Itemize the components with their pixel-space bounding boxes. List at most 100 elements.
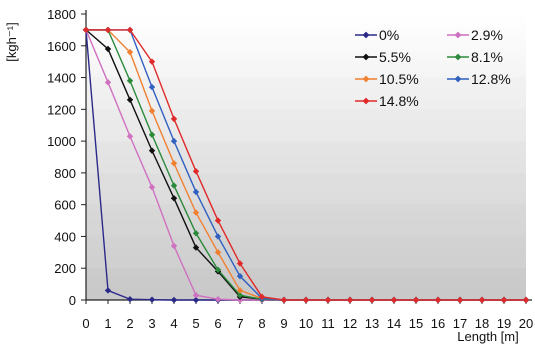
plot-band [86, 109, 526, 142]
y-tick-label: 1000 [47, 134, 76, 149]
legend-item: 12.8% [447, 71, 511, 87]
x-tick-label: 3 [148, 316, 155, 331]
y-tick-label: 400 [54, 229, 76, 244]
legend-item: 8.1% [447, 49, 503, 65]
x-tick-label: 11 [321, 316, 335, 331]
x-tick-label: 4 [170, 316, 177, 331]
plot-band [86, 268, 526, 300]
legend-item: 10.5% [355, 71, 419, 87]
legend-item: 2.9% [447, 27, 503, 43]
data-point [192, 296, 200, 304]
y-tick-label: 1400 [47, 71, 76, 86]
x-tick-label: 7 [236, 316, 243, 331]
data-point [324, 296, 332, 304]
legend-label: 2.9% [471, 27, 503, 43]
legend-label: 0% [379, 27, 399, 43]
x-tick-label: 16 [431, 316, 445, 331]
x-axis-label: Length [m] [457, 329, 518, 344]
y-tick-label: 200 [54, 261, 76, 276]
data-point [346, 296, 354, 304]
data-point [170, 115, 178, 123]
data-point [280, 296, 288, 304]
data-point [170, 137, 178, 145]
data-point [434, 296, 442, 304]
y-tick-label: 1800 [47, 7, 76, 22]
plot-band [86, 141, 526, 173]
data-point [214, 249, 222, 256]
data-point [126, 296, 134, 303]
data-point [192, 168, 200, 175]
x-tick-label: 8 [258, 316, 265, 331]
legend-marker [454, 31, 462, 39]
y-axis-label: [kgh⁻¹] [4, 22, 19, 61]
legend-item: 5.5% [355, 49, 411, 65]
y-tick-label: 800 [54, 166, 76, 181]
y-tick-label: 0 [69, 293, 76, 308]
data-point [126, 26, 134, 34]
data-point [214, 217, 222, 224]
data-point [236, 292, 244, 299]
data-point [148, 183, 156, 191]
plot-band [86, 77, 526, 110]
x-tick-label: 10 [299, 316, 313, 331]
legend-label: 5.5% [379, 49, 411, 65]
legend-item: 14.8% [355, 93, 419, 109]
plot-band [86, 236, 526, 269]
data-point [148, 107, 156, 115]
data-point [236, 287, 244, 294]
data-point [192, 188, 200, 196]
data-point [302, 296, 310, 304]
legend-marker [362, 53, 370, 61]
data-point [104, 79, 112, 86]
legend-marker [362, 75, 370, 83]
data-point [192, 209, 200, 216]
data-point [456, 296, 464, 304]
legend-label: 12.8% [471, 71, 511, 87]
x-tick-label: 9 [280, 316, 287, 331]
data-point [148, 147, 156, 154]
series-points [82, 26, 530, 304]
data-point [170, 296, 178, 304]
x-tick-label: 14 [387, 316, 401, 331]
data-point [148, 131, 156, 138]
legend: 0% 2.9% 5.5% 8.1% 10.5% 12.8% 14.8% [355, 27, 511, 109]
data-point [170, 242, 178, 250]
plot-band [86, 204, 526, 237]
x-tick-label: 12 [343, 316, 357, 331]
x-tick-label: 18 [475, 316, 489, 331]
plot-band [86, 172, 526, 205]
x-tick-label: 15 [409, 316, 423, 331]
data-point [126, 48, 134, 56]
x-tick-label: 5 [192, 316, 199, 331]
data-point [148, 83, 156, 91]
y-tick-labels: 0 200 400 600 800 1000 1200 1400 1600 1800 [47, 7, 86, 308]
y-tick-label: 600 [54, 198, 76, 213]
legend-label: 14.8% [379, 93, 419, 109]
data-point [170, 160, 178, 167]
data-point [192, 292, 200, 299]
data-point [192, 230, 200, 237]
data-point [126, 133, 134, 140]
data-point [390, 296, 398, 304]
legend-marker [362, 97, 370, 105]
data-point [82, 26, 90, 34]
data-point [500, 296, 508, 304]
data-point [258, 293, 266, 301]
y-tick-label: 1200 [47, 102, 76, 117]
x-tick-labels: 0 1 2 3 4 5 6 7 8 9 10 11 12 13 14 15 16 17 18 19 20 [82, 300, 533, 331]
data-point [126, 77, 134, 84]
data-point [170, 182, 178, 189]
data-point [192, 244, 200, 251]
data-point [104, 26, 112, 34]
data-point [522, 296, 530, 304]
data-point [214, 266, 222, 274]
data-point [478, 296, 486, 304]
legend-label: 8.1% [471, 49, 503, 65]
x-tick-label: 0 [82, 316, 89, 331]
x-tick-label: 2 [126, 316, 133, 331]
x-tick-label: 17 [453, 316, 467, 331]
x-tick-label: 6 [214, 316, 221, 331]
x-tick-label: 19 [497, 316, 511, 331]
x-tick-label: 20 [519, 316, 533, 331]
